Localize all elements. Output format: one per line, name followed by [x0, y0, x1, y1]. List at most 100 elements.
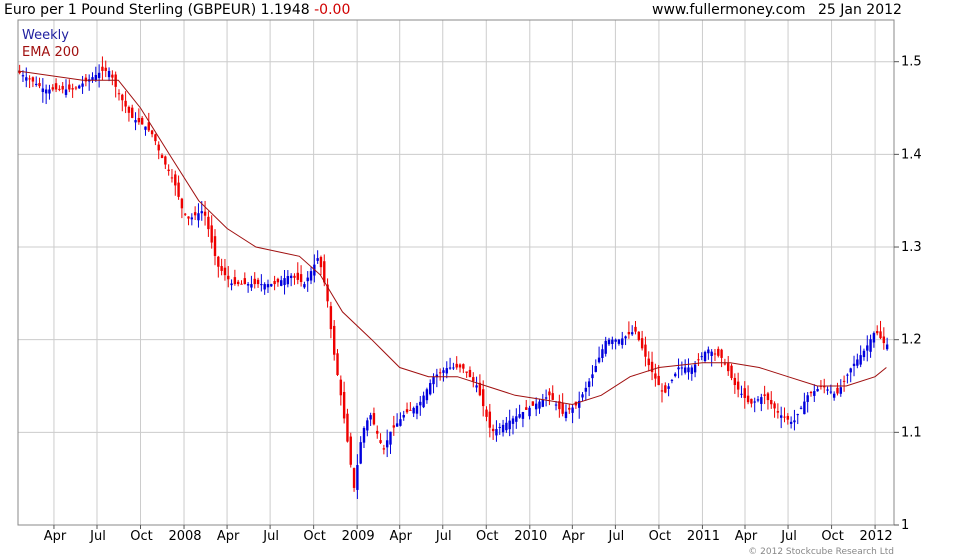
- weekly-candle-up: [528, 405, 531, 420]
- y-tick-label: 1.5: [901, 55, 922, 70]
- weekly-candle-up: [316, 250, 319, 264]
- candle-body: [263, 284, 266, 290]
- weekly-candle-down: [339, 375, 343, 406]
- weekly-candle-down: [551, 385, 554, 401]
- weekly-candle-up: [796, 413, 799, 425]
- candle-body: [94, 74, 98, 81]
- candle-body: [531, 401, 535, 406]
- candle-body: [184, 213, 187, 215]
- candle-body: [720, 349, 723, 358]
- candle-body: [289, 275, 293, 279]
- weekly-candle-up: [534, 397, 538, 417]
- candle-body: [866, 345, 869, 351]
- candle-body: [730, 365, 733, 379]
- weekly-candle-up: [544, 389, 548, 407]
- candle-body: [250, 284, 253, 288]
- candle-body: [376, 430, 379, 434]
- candle-body: [203, 211, 207, 216]
- weekly-candle-up: [856, 353, 859, 369]
- candle-body: [594, 365, 597, 372]
- candle-body: [190, 217, 194, 220]
- candle-body: [25, 77, 28, 81]
- weekly-candle-down: [164, 155, 167, 170]
- weekly-candle-up: [498, 423, 501, 435]
- candle-body: [58, 88, 61, 90]
- candle-body: [415, 405, 419, 414]
- candle-body: [779, 415, 783, 418]
- chart-header-title: Euro per 1 Pound Sterling (GBPEUR) 1.194…: [4, 0, 350, 20]
- candle-body: [614, 339, 617, 342]
- candle-body: [379, 440, 382, 443]
- weekly-candle-up: [78, 84, 81, 89]
- candle-body: [783, 416, 786, 418]
- weekly-candle-up: [442, 367, 445, 382]
- weekly-candle-up: [806, 392, 809, 413]
- candle-body: [465, 371, 468, 373]
- weekly-candle-up: [571, 404, 574, 424]
- weekly-candle-up: [81, 75, 84, 94]
- candle-body: [448, 367, 452, 369]
- candle-body: [700, 356, 703, 358]
- candle-body: [200, 211, 203, 214]
- candle-body: [425, 389, 429, 401]
- weekly-candles: [18, 56, 889, 499]
- candle-body: [187, 216, 190, 219]
- candle-body: [796, 414, 799, 416]
- weekly-candle-down: [349, 432, 352, 468]
- weekly-candle-up: [687, 358, 690, 380]
- candle-body: [276, 278, 280, 283]
- candle-body: [703, 351, 707, 362]
- weekly-candle-up: [41, 78, 45, 103]
- candle-body: [687, 367, 690, 373]
- candle-body: [727, 363, 730, 372]
- weekly-candle-down: [157, 141, 160, 160]
- weekly-candle-down: [150, 129, 154, 138]
- weekly-candle-down: [74, 86, 78, 91]
- y-tick-label: 1.2: [901, 333, 922, 348]
- weekly-candle-down: [770, 391, 773, 409]
- x-tick-label: Apr: [389, 529, 412, 544]
- weekly-candle-down: [730, 363, 733, 381]
- candle-body: [372, 413, 376, 425]
- weekly-candle-up: [495, 420, 498, 442]
- candle-body: [193, 212, 197, 216]
- weekly-candle-up: [624, 335, 627, 346]
- source-site[interactable]: www.fullermoney.com: [652, 2, 806, 18]
- weekly-candle-down: [233, 269, 237, 286]
- candle-body: [223, 267, 227, 276]
- weekly-candle-down: [170, 169, 174, 183]
- weekly-candle-up: [740, 385, 743, 398]
- weekly-candle-down: [299, 265, 303, 287]
- candle-body: [670, 380, 674, 382]
- candle-body: [657, 375, 660, 386]
- weekly-candle-up: [425, 387, 429, 404]
- candle-body: [809, 391, 813, 394]
- candle-body: [51, 87, 54, 90]
- weekly-candle-up: [94, 66, 98, 83]
- weekly-candle-up: [667, 383, 670, 397]
- weekly-candle-up: [306, 271, 309, 292]
- weekly-candle-up: [366, 417, 369, 437]
- weekly-candle-down: [18, 64, 21, 75]
- weekly-candle-down: [568, 404, 571, 414]
- weekly-candle-down: [276, 277, 280, 287]
- candle-body: [35, 83, 38, 85]
- candle-body: [677, 367, 680, 370]
- candle-body: [544, 397, 548, 399]
- weekly-candle-up: [816, 385, 819, 392]
- weekly-candle-down: [488, 403, 492, 438]
- candle-body: [210, 225, 213, 243]
- candle-body: [352, 468, 356, 488]
- candle-body: [654, 373, 657, 379]
- x-tick-label: Apr: [44, 529, 67, 544]
- candle-body: [402, 415, 405, 418]
- weekly-candle-up: [64, 79, 68, 98]
- candle-body: [710, 351, 713, 356]
- candle-body: [647, 358, 650, 366]
- candle-body: [78, 85, 81, 89]
- weekly-candle-down: [634, 320, 637, 335]
- grid: [18, 20, 894, 526]
- candle-body: [134, 120, 137, 123]
- candle-body: [485, 409, 488, 417]
- candle-body: [104, 67, 107, 71]
